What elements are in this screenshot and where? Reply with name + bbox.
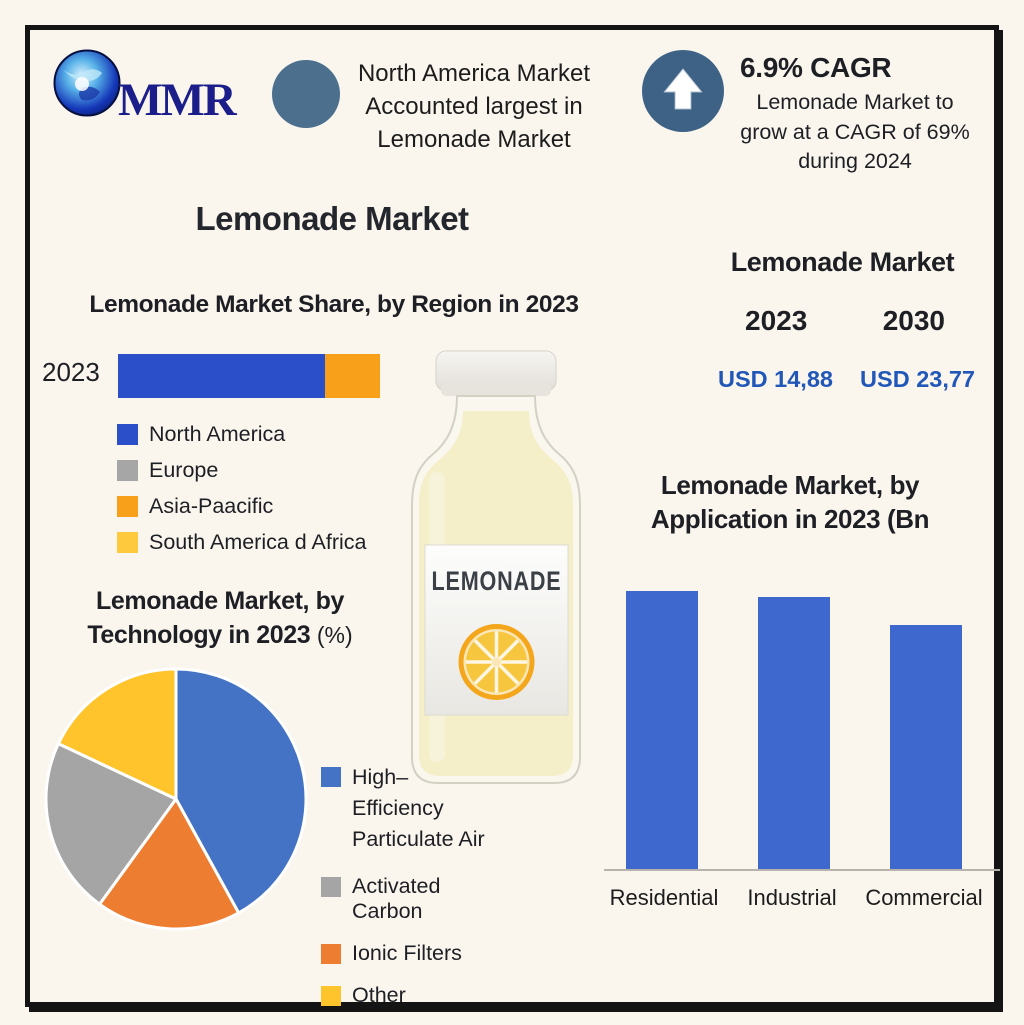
logo-text: MMR bbox=[118, 74, 237, 127]
pie-legend-row-hepa: High– Efficiency Particulate Air bbox=[321, 764, 511, 857]
pie-legend-label-ionic-filters: Ionic Filters bbox=[352, 941, 462, 965]
pie-legend-row-other: Other bbox=[321, 983, 511, 1008]
highlight-dot-icon bbox=[272, 60, 340, 128]
legend-row-asia-pacific: Asia-Paacific bbox=[117, 488, 367, 524]
bottle-cap-lip bbox=[441, 383, 551, 396]
cagr-line-1: Lemonade Market to bbox=[756, 90, 954, 114]
application-bar-chart: Residential Industrial Commercial bbox=[604, 560, 1000, 919]
cagr-line-2: grow at a CAGR of 69% bbox=[740, 119, 970, 144]
market-year-2023: 2023 bbox=[745, 305, 808, 336]
technology-pie-chart bbox=[44, 667, 308, 931]
highlight-line-1: North America Market bbox=[357, 60, 591, 87]
region-bar-segment-north-america bbox=[118, 354, 325, 398]
market-values-title: Lemonade Market bbox=[730, 247, 955, 277]
region-chart-title: Lemonade Market Share, by Region in 2023 bbox=[89, 291, 579, 318]
bar-residential bbox=[626, 590, 698, 869]
region-bar-segment-asia-pacific bbox=[324, 354, 380, 398]
pie-legend-row-activated-carbon: Activated Carbon bbox=[321, 874, 511, 924]
pie-slice-ionic-filters bbox=[98, 797, 241, 931]
pie-legend-label-hepa: High– Efficiency Particulate Air bbox=[352, 764, 485, 857]
legend-label-europe: Europe bbox=[149, 457, 219, 482]
pie-slice-hepa bbox=[174, 667, 308, 915]
legend-label-asia-pacific: Asia-Paacific bbox=[149, 493, 274, 518]
region-stacked-bar bbox=[118, 354, 380, 398]
market-year-2030: 2030 bbox=[882, 305, 945, 336]
pie-title-line-2: Technology in 2023 (%) bbox=[38, 618, 402, 652]
lemon-slice-icon bbox=[458, 624, 535, 700]
application-plot-area bbox=[604, 560, 1000, 871]
pie-legend-swatch-ionic-filters bbox=[321, 944, 341, 964]
highlight-callout: North America Market Accounted largest i… bbox=[346, 57, 602, 156]
application-title-line-1: Lemonade Market, by bbox=[660, 470, 920, 500]
legend-label-north-america: North America bbox=[149, 421, 286, 446]
highlight-line-3: Lemonade Market bbox=[377, 126, 571, 153]
market-value-2030: USD 23,77 bbox=[860, 366, 975, 392]
pie-legend: High– Efficiency Particulate Air Activat… bbox=[321, 764, 511, 1025]
cagr-line-3: during 2024 bbox=[798, 149, 912, 173]
pie-title-percent-suffix: (%) bbox=[316, 622, 353, 648]
page-frame bbox=[25, 25, 999, 1007]
label-commercial: Commercial bbox=[865, 885, 983, 910]
bottle-label-text: LEMONADE bbox=[432, 566, 562, 596]
pie-legend-label-activated-carbon: Activated Carbon bbox=[352, 874, 441, 923]
pie-slice-other bbox=[56, 667, 178, 801]
pie-legend-swatch-activated-carbon bbox=[321, 877, 341, 897]
region-bar-row-label: 2023 bbox=[42, 357, 100, 387]
market-values-row: USD 14,88 USD 23,77 bbox=[690, 366, 995, 393]
mmr-logo: MMR bbox=[52, 48, 237, 127]
application-chart-title: Lemonade Market, by Application in 2023 … bbox=[625, 468, 955, 536]
legend-row-south-america-africa: South America d Africa bbox=[117, 524, 367, 560]
page-title: Lemonade Market bbox=[195, 200, 469, 237]
pie-legend-hepa-line-3: Particulate Air bbox=[352, 827, 485, 851]
cagr-title: 6.9% CAGR bbox=[740, 52, 892, 83]
legend-swatch-europe bbox=[117, 459, 138, 481]
legend-label-south-america-africa: South America d Africa bbox=[149, 529, 367, 554]
pie-legend-swatch-other bbox=[321, 986, 341, 1006]
pie-legend-hepa-line-2: Efficiency bbox=[352, 796, 444, 820]
bar-commercial bbox=[890, 624, 962, 869]
pie-legend-label-other: Other bbox=[352, 983, 406, 1007]
globe-icon bbox=[52, 48, 122, 123]
pie-legend-row-ionic-filters: Ionic Filters bbox=[321, 941, 511, 966]
pie-title-line-2-bold: Technology in 2023 bbox=[87, 621, 311, 649]
bar-industrial bbox=[758, 597, 830, 869]
label-residential: Residential bbox=[609, 885, 719, 910]
pie-title-line-1: Lemonade Market, by bbox=[95, 587, 345, 615]
market-value-2023: USD 14,88 bbox=[718, 366, 833, 392]
pie-legend-hepa-line-1: High– bbox=[352, 765, 409, 789]
pie-chart-title: Lemonade Market, by Technology in 2023 (… bbox=[38, 584, 402, 652]
market-years-row: 2023 2030 bbox=[700, 305, 985, 337]
application-axis-labels: Residential Industrial Commercial bbox=[604, 885, 1000, 919]
pie-legend-swatch-hepa bbox=[321, 767, 341, 787]
up-arrow-icon bbox=[654, 60, 712, 123]
highlight-line-2: Accounted largest in bbox=[365, 93, 583, 120]
legend-swatch-north-america bbox=[117, 423, 138, 445]
legend-row-europe: Europe bbox=[117, 452, 367, 488]
application-title-line-2: Application in 2023 (Bn bbox=[650, 504, 930, 534]
legend-row-north-america: North America bbox=[117, 416, 367, 452]
cagr-description: Lemonade Market to grow at a CAGR of 69%… bbox=[730, 88, 980, 177]
lemonade-bottle-image: LEMONADE bbox=[403, 347, 589, 797]
growth-circle-icon bbox=[642, 50, 724, 132]
label-industrial: Industrial bbox=[747, 885, 837, 910]
region-legend: North America Europe Asia-Paacific South… bbox=[117, 416, 367, 560]
legend-swatch-asia-pacific bbox=[117, 495, 138, 517]
legend-swatch-south-america-africa bbox=[117, 531, 138, 553]
